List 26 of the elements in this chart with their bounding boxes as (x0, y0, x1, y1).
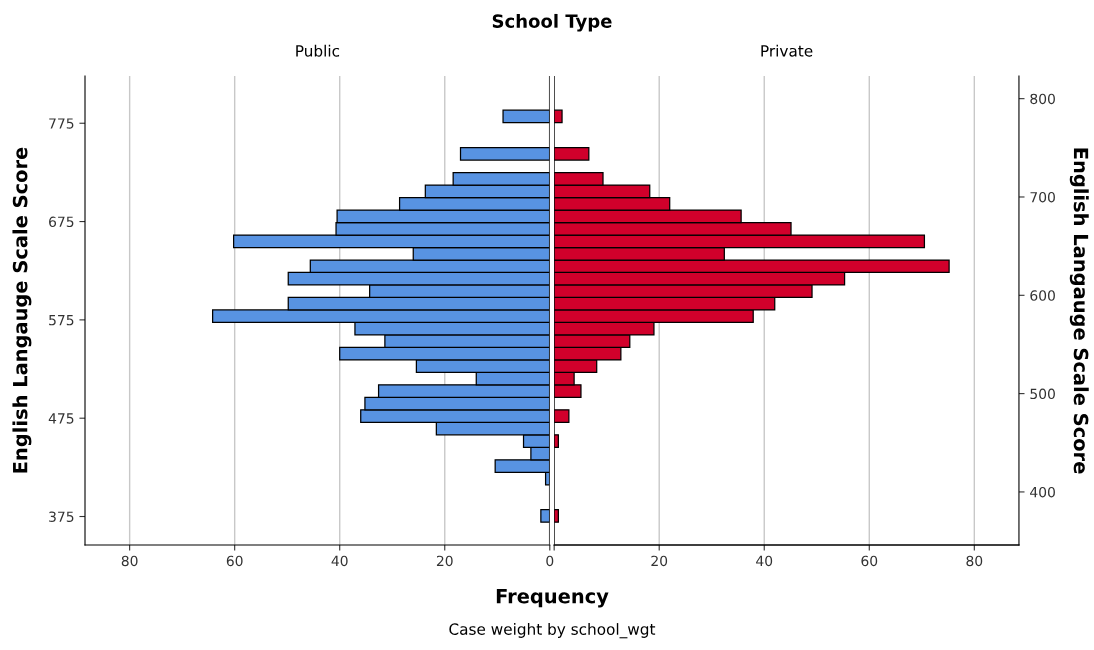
y2-tick-label: 600 (1030, 290, 1055, 301)
x-tick-label: 40 (331, 555, 348, 567)
x-tick-label: 80 (121, 555, 138, 567)
y2-tick-label: 400 (1030, 486, 1055, 498)
y-tick-label: 575 (49, 315, 74, 326)
y-axis-title: English Langauge Scale Score (12, 147, 32, 473)
x-tick-label: 20 (651, 555, 668, 567)
text: Case weight by school_wgt (449, 623, 656, 639)
chart-title: School Type (492, 13, 612, 32)
y-tick-label: 375 (49, 511, 74, 522)
x-tick-label: 80 (966, 555, 983, 567)
y-tick-label: 775 (49, 118, 74, 129)
x-tick-label: 0 (546, 555, 554, 567)
chart-subtitle: Private (761, 44, 813, 57)
x-axis-title: Frequency (496, 589, 609, 608)
y2-tick-label: 500 (1030, 388, 1055, 400)
x-tick-label: 60 (861, 555, 878, 567)
y2-tick-label: 800 (1030, 93, 1055, 105)
y2-axis-title: English Langauge Scale Score (1069, 148, 1089, 474)
chart-subtitle: Public (296, 44, 340, 57)
y-tick-label: 675 (49, 216, 74, 228)
y2-tick-label: 700 (1030, 191, 1055, 203)
x-tick-label: 40 (756, 555, 773, 567)
y-tick-label: 475 (48, 413, 74, 424)
x-tick-label: 20 (436, 555, 453, 567)
x-tick-label: 60 (226, 555, 243, 567)
